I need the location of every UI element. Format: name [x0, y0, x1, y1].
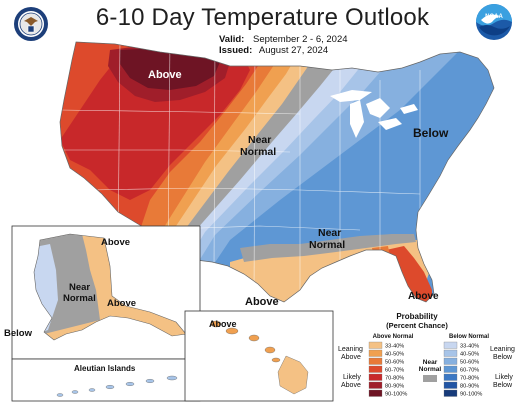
legend-below-swatch-2 — [443, 349, 458, 357]
valid-label: Valid: — [219, 34, 245, 45]
aleutian-islands — [56, 375, 178, 397]
legend-above-swatch-7 — [368, 389, 383, 397]
legend-below-swatch-4 — [443, 365, 458, 373]
issued-value: August 27, 2024 — [258, 45, 329, 56]
department-of-commerce-seal-icon — [14, 7, 48, 41]
legend-near-2: Normal — [419, 366, 442, 373]
label-near-normal-central-2: Normal — [240, 146, 276, 158]
legend-near-1: Near — [423, 359, 438, 366]
legend: Probability (Percent Chance) Above Norma… — [338, 312, 515, 398]
legend-likely-below-1: Likely — [495, 374, 513, 381]
valid-value: September 2 - 6, 2024 — [252, 34, 348, 45]
legend-title-2: (Percent Chance) — [386, 321, 448, 330]
legend-above-range-4: 60-70% — [385, 368, 404, 374]
label-near-normal-south-1: Near — [318, 227, 341, 239]
page-title: 6-10 Day Temperature Outlook — [95, 4, 430, 31]
noaa-logo-icon: NOAA — [476, 4, 512, 40]
label-near-normal-central-1: Near — [248, 134, 271, 146]
legend-likely-above-2: Above — [341, 382, 361, 389]
legend-below-swatch-6 — [443, 381, 458, 389]
legend-above-range-2: 40-50% — [385, 352, 404, 358]
legend-above-swatch-2 — [368, 349, 383, 357]
legend-below-range-6: 80-90% — [460, 384, 479, 390]
legend-above-swatch-3 — [368, 357, 383, 365]
label-alaska-near-2: Normal — [63, 293, 96, 304]
label-hawaii-above: Above — [209, 319, 237, 329]
label-aleutian-islands: Aleutian Islands — [74, 364, 136, 373]
legend-above-range-5: 70-80% — [385, 376, 404, 382]
legend-leaning-below-2: Below — [493, 354, 513, 361]
legend-above-header: Above Normal — [373, 334, 414, 340]
label-near-normal-south-2: Normal — [309, 239, 345, 251]
valid-line: Valid: September 2 - 6, 2024 — [219, 34, 348, 45]
legend-above-swatches: 33-40% 40-50% 50-60% 60-70% 70-80% 80-90% 90-1… — [368, 341, 407, 398]
legend-leaning-above-1: Leaning — [338, 346, 363, 353]
label-alaska-near-1: Near — [69, 282, 90, 293]
label-above-florida: Above — [408, 291, 439, 302]
legend-above-swatch-1 — [368, 341, 383, 349]
legend-above-range-1: 33-40% — [385, 344, 404, 350]
legend-above-swatch-6 — [368, 381, 383, 389]
legend-likely-above-1: Likely — [343, 374, 361, 381]
legend-below-swatch-3 — [443, 357, 458, 365]
label-below-ne: Below — [413, 126, 449, 140]
issued-label: Issued: — [219, 45, 253, 56]
noaa-logo-text: NOAA — [485, 14, 503, 20]
legend-below-swatch-5 — [443, 373, 458, 381]
legend-leaning-below-1: Leaning — [490, 346, 515, 353]
legend-near-swatch — [423, 375, 437, 382]
legend-below-header: Below Normal — [449, 334, 489, 340]
legend-below-range-1: 33-40% — [460, 344, 479, 350]
label-above-nw: Above — [148, 69, 182, 81]
legend-leaning-above-2: Above — [341, 354, 361, 361]
label-above-south: Above — [245, 296, 279, 308]
issued-line: Issued: August 27, 2024 — [219, 45, 328, 56]
label-alaska-below: Below — [4, 328, 33, 339]
legend-title-1: Probability — [396, 312, 438, 321]
legend-above-swatch-5 — [368, 373, 383, 381]
legend-above-swatch-4 — [368, 365, 383, 373]
label-alaska-above-north: Above — [101, 237, 130, 248]
legend-above-range-3: 50-60% — [385, 360, 404, 366]
hawaii-islands — [210, 320, 309, 395]
legend-likely-below-2: Below — [493, 382, 513, 389]
legend-above-range-6: 80-90% — [385, 384, 404, 390]
legend-below-swatches: 33-40% 40-50% 50-60% 60-70% 70-80% 80-90% 90-1… — [443, 341, 482, 398]
hawaii-inset-frame — [184, 310, 334, 402]
legend-below-range-4: 60-70% — [460, 368, 479, 374]
legend-below-swatch-7 — [443, 389, 458, 397]
legend-below-range-7: 90-100% — [460, 392, 482, 398]
legend-below-range-5: 70-80% — [460, 376, 479, 382]
legend-below-range-2: 40-50% — [460, 352, 479, 358]
legend-below-swatch-1 — [443, 341, 458, 349]
label-alaska-above-south: Above — [107, 298, 136, 309]
legend-above-range-7: 90-100% — [385, 392, 407, 398]
region-south-near — [240, 234, 416, 262]
alaska-outline — [33, 233, 187, 341]
great-lakes — [330, 90, 418, 138]
legend-below-range-3: 50-60% — [460, 360, 479, 366]
